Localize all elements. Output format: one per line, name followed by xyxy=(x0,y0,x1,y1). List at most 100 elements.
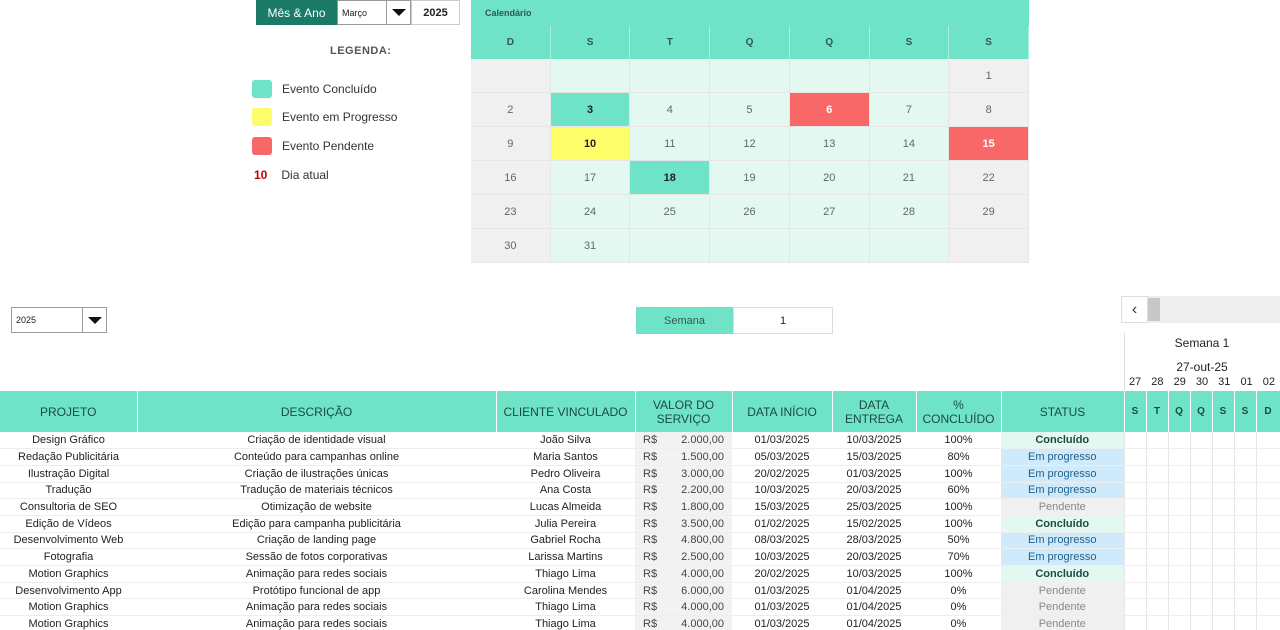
week-scrollbar[interactable]: ‹ xyxy=(1121,296,1280,323)
cell-valor[interactable]: R$ 1.800,00 xyxy=(635,498,732,516)
cell-entrega[interactable]: 10/03/2025 xyxy=(832,432,916,450)
calendar-day[interactable]: 29 xyxy=(949,195,1029,229)
calendar-day[interactable]: 23 xyxy=(471,195,551,229)
cell-projeto[interactable]: Design Gráfico xyxy=(0,432,137,450)
cell-projeto[interactable]: Redação Publicitária xyxy=(0,448,137,466)
cell-inicio[interactable]: 01/03/2025 xyxy=(732,582,832,600)
status-badge[interactable]: Pendente xyxy=(1001,582,1124,600)
column-header[interactable]: PROJETO xyxy=(0,391,138,432)
cell-valor[interactable]: R$ 4.800,00 xyxy=(635,532,732,550)
status-badge[interactable]: Em progresso xyxy=(1001,465,1124,483)
cell-descricao[interactable]: Otimização de website xyxy=(137,498,496,516)
cell-valor[interactable]: R$ 6.000,00 xyxy=(635,582,732,600)
cell-valor[interactable]: R$ 3.000,00 xyxy=(635,465,732,483)
status-badge[interactable]: Em progresso xyxy=(1001,448,1124,466)
cell-descricao[interactable]: Sessão de fotos corporativas xyxy=(137,548,496,566)
calendar-day[interactable]: 25 xyxy=(630,195,711,229)
cell-cliente[interactable]: Julia Pereira xyxy=(496,515,635,533)
calendar-day[interactable]: 19 xyxy=(710,161,790,195)
cell-projeto[interactable]: Edição de Vídeos xyxy=(0,515,137,533)
table-row[interactable]: Consultoria de SEO Otimização de website L… xyxy=(0,498,1280,516)
cell-cliente[interactable]: Thiago Lima xyxy=(496,615,635,630)
cell-descricao[interactable]: Criação de landing page xyxy=(137,532,496,550)
cell-cliente[interactable]: Gabriel Rocha xyxy=(496,532,635,550)
cell-inicio[interactable]: 01/03/2025 xyxy=(732,432,832,450)
cell-pct[interactable]: 0% xyxy=(916,582,1001,600)
table-row[interactable]: Fotografia Sessão de fotos corporativas La… xyxy=(0,548,1280,566)
calendar-day[interactable]: 22 xyxy=(949,161,1029,195)
chevron-down-icon[interactable] xyxy=(386,1,410,24)
cell-pct[interactable]: 100% xyxy=(916,515,1001,533)
cell-pct[interactable]: 80% xyxy=(916,448,1001,466)
column-header[interactable]: STATUS xyxy=(1001,391,1125,432)
cell-inicio[interactable]: 10/03/2025 xyxy=(732,482,832,500)
calendar-day[interactable]: 20 xyxy=(789,161,870,195)
calendar-day[interactable]: 1 xyxy=(949,59,1029,93)
cell-projeto[interactable]: Motion Graphics xyxy=(0,565,137,583)
calendar-day[interactable]: 3 xyxy=(550,93,631,127)
cell-inicio[interactable]: 08/03/2025 xyxy=(732,532,832,550)
table-row[interactable]: Motion Graphics Animação para redes socia… xyxy=(0,615,1280,630)
cell-cliente[interactable]: Lucas Almeida xyxy=(496,498,635,516)
chevron-left-icon[interactable]: ‹ xyxy=(1121,296,1148,323)
cell-projeto[interactable]: Ilustração Digital xyxy=(0,465,137,483)
calendar-day[interactable]: 28 xyxy=(869,195,950,229)
calendar-day[interactable]: 24 xyxy=(550,195,631,229)
calendar-day[interactable]: 18 xyxy=(630,161,711,195)
scrollbar-thumb[interactable] xyxy=(1148,298,1160,321)
calendar-day[interactable]: 31 xyxy=(550,229,631,263)
column-header[interactable]: VALOR DO SERVIÇO xyxy=(635,391,733,432)
table-row[interactable]: Motion Graphics Animação para redes socia… xyxy=(0,565,1280,583)
cell-entrega[interactable]: 20/03/2025 xyxy=(832,482,916,500)
status-badge[interactable]: Concluído xyxy=(1001,515,1124,533)
cell-entrega[interactable]: 01/04/2025 xyxy=(832,615,916,630)
cell-entrega[interactable]: 25/03/2025 xyxy=(832,498,916,516)
cell-valor[interactable]: R$ 4.000,00 xyxy=(635,565,732,583)
calendar-day[interactable]: 2 xyxy=(471,93,551,127)
cell-projeto[interactable]: Motion Graphics xyxy=(0,598,137,617)
cell-cliente[interactable]: Thiago Lima xyxy=(496,565,635,583)
cell-projeto[interactable]: Tradução xyxy=(0,482,137,500)
table-row[interactable]: Motion Graphics Animação para redes socia… xyxy=(0,598,1280,617)
column-header[interactable]: % CONCLUÍDO xyxy=(916,391,1002,432)
cell-cliente[interactable]: Carolina Mendes xyxy=(496,582,635,600)
cell-valor[interactable]: R$ 2.000,00 xyxy=(635,432,732,450)
cell-pct[interactable]: 100% xyxy=(916,565,1001,583)
table-row[interactable]: Design Gráfico Criação de identidade visu… xyxy=(0,432,1280,450)
cell-entrega[interactable]: 15/03/2025 xyxy=(832,448,916,466)
cell-inicio[interactable]: 05/03/2025 xyxy=(732,448,832,466)
calendar-day[interactable]: 30 xyxy=(471,229,551,263)
cell-cliente[interactable]: Ana Costa xyxy=(496,482,635,500)
year-select[interactable]: 2025 xyxy=(11,307,107,333)
cell-cliente[interactable]: Thiago Lima xyxy=(496,598,635,617)
cell-valor[interactable]: R$ 1.500,00 xyxy=(635,448,732,466)
cell-inicio[interactable]: 10/03/2025 xyxy=(732,548,832,566)
month-select[interactable]: Março xyxy=(337,0,411,25)
table-row[interactable]: Redação Publicitária Conteúdo para campan… xyxy=(0,448,1280,466)
status-badge[interactable]: Em progresso xyxy=(1001,532,1124,550)
cell-entrega[interactable]: 01/03/2025 xyxy=(832,465,916,483)
status-badge[interactable]: Concluído xyxy=(1001,432,1124,450)
cell-descricao[interactable]: Tradução de materiais técnicos xyxy=(137,482,496,500)
calendar-day[interactable]: 12 xyxy=(710,127,790,161)
calendar-day[interactable]: 11 xyxy=(630,127,711,161)
table-row[interactable]: Tradução Tradução de materiais técnicos An… xyxy=(0,482,1280,500)
cell-descricao[interactable]: Animação para redes sociais xyxy=(137,598,496,617)
cell-pct[interactable]: 50% xyxy=(916,532,1001,550)
cell-projeto[interactable]: Consultoria de SEO xyxy=(0,498,137,516)
calendar-day[interactable]: 15 xyxy=(949,127,1029,161)
cell-entrega[interactable]: 01/04/2025 xyxy=(832,598,916,617)
table-row[interactable]: Edição de Vídeos Edição para campanha pub… xyxy=(0,515,1280,533)
cell-pct[interactable]: 100% xyxy=(916,465,1001,483)
cell-pct[interactable]: 100% xyxy=(916,432,1001,450)
column-header[interactable]: CLIENTE VINCULADO xyxy=(496,391,636,432)
status-badge[interactable]: Em progresso xyxy=(1001,548,1124,566)
cell-cliente[interactable]: Larissa Martins xyxy=(496,548,635,566)
calendar-day[interactable]: 4 xyxy=(630,93,711,127)
calendar-day[interactable]: 10 xyxy=(550,127,631,161)
status-badge[interactable]: Pendente xyxy=(1001,615,1124,630)
cell-pct[interactable]: 100% xyxy=(916,498,1001,516)
cell-pct[interactable]: 0% xyxy=(916,598,1001,617)
cell-projeto[interactable]: Desenvolvimento Web xyxy=(0,532,137,550)
cell-inicio[interactable]: 01/02/2025 xyxy=(732,515,832,533)
